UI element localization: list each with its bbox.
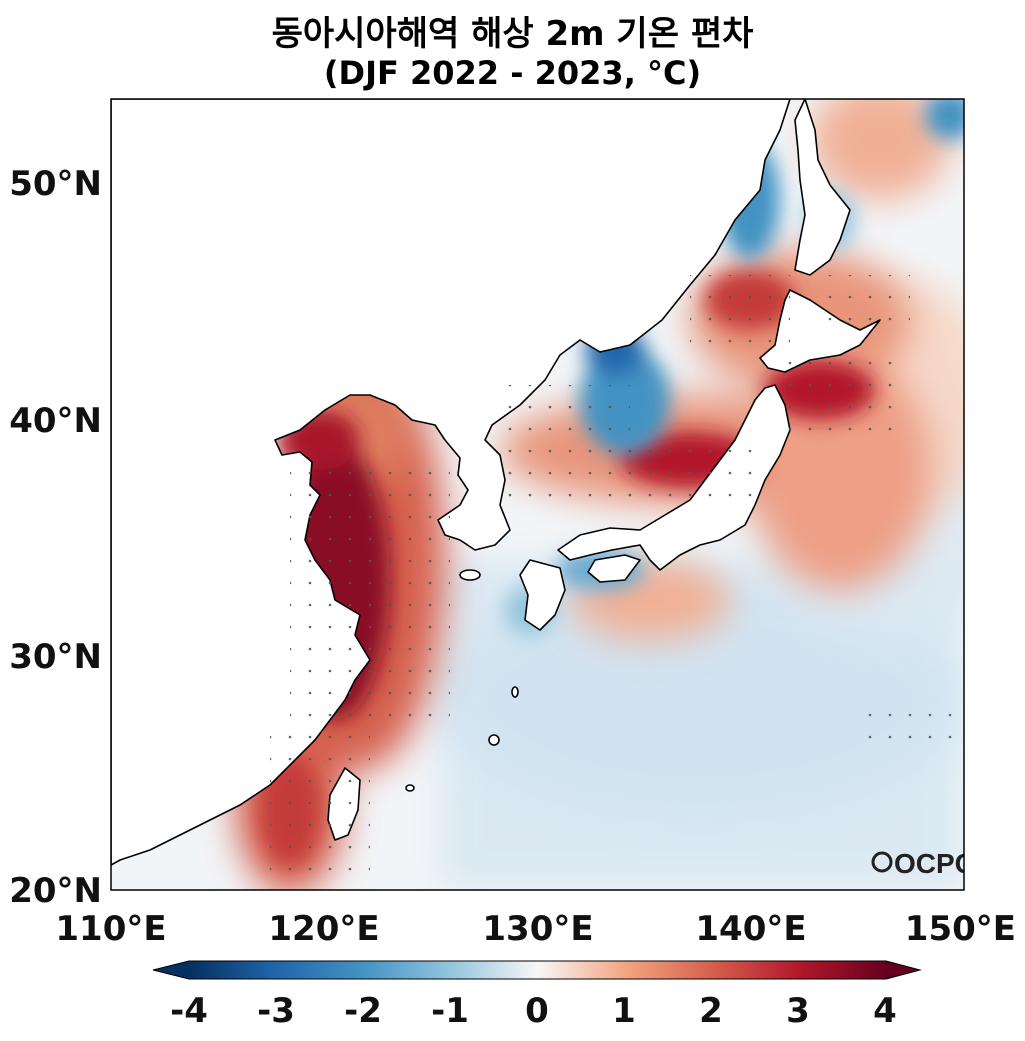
lat-tick: 50°N [9, 164, 102, 204]
lon-tick: 110°E [55, 909, 166, 949]
anomaly-field: OCPC [111, 99, 975, 890]
lat-tick-labels: 20°N 30°N 40°N 50°N [9, 164, 102, 911]
colorbar-label: 4 [873, 991, 897, 1031]
colorbar-label: -3 [257, 991, 295, 1031]
lat-tick: 40°N [9, 401, 102, 441]
lon-tick: 150°E [905, 909, 1016, 949]
lon-tick-labels: 110°E 120°E 130°E 140°E 150°E [55, 909, 1016, 949]
lon-tick: 130°E [482, 909, 593, 949]
lon-tick: 140°E [695, 909, 806, 949]
logo-text: OCPC [894, 848, 975, 879]
colorbar-min-arrow [153, 961, 189, 979]
colorbar-gradient [189, 961, 886, 979]
colorbar-max-arrow [886, 961, 920, 979]
colorbar-label: 0 [525, 991, 549, 1031]
map-title: 동아시아해역 해상 2m 기온 편차 [271, 14, 754, 54]
ocpc-logo: OCPC [871, 848, 975, 879]
lat-tick: 30°N [9, 637, 102, 677]
lat-tick: 20°N [9, 871, 102, 911]
colorbar-label: 1 [612, 991, 636, 1031]
colorbar-label: -2 [344, 991, 382, 1031]
colorbar-label: 3 [786, 991, 810, 1031]
colorbar-label: 2 [699, 991, 723, 1031]
plot-frame [110, 98, 965, 891]
colorbar: -4 -3 -2 -1 0 1 2 3 4 [152, 960, 922, 1031]
colorbar-label: -1 [431, 991, 469, 1031]
lon-tick: 120°E [268, 909, 379, 949]
colorbar-label: -4 [170, 991, 208, 1031]
map-subtitle: (DJF 2022 - 2023, °C) [323, 54, 702, 92]
